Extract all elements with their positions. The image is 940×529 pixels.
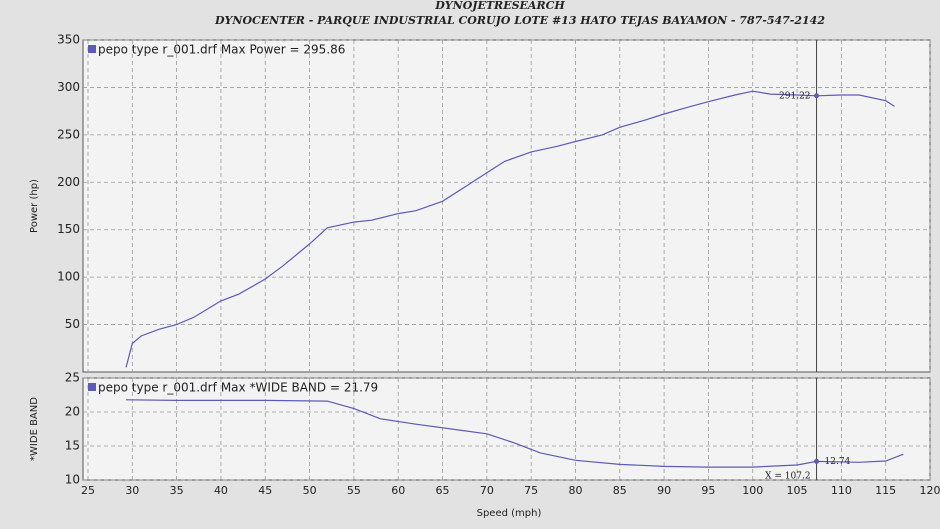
cursor-value: 12.74 [825, 457, 851, 467]
y-tick-label: 350 [57, 33, 80, 47]
plot-area [82, 39, 931, 373]
legend-swatch [88, 45, 96, 53]
cursor-x-label: X = 107.2 [765, 472, 810, 482]
y-tick-label: 100 [57, 270, 80, 284]
x-tick-label: 55 [347, 484, 361, 497]
x-axis-label: Speed (mph) [477, 508, 542, 519]
x-tick-label: 110 [831, 484, 852, 497]
y-tick-label: 300 [57, 80, 80, 94]
x-tick-label: 95 [701, 484, 715, 497]
x-tick-label: 75 [524, 484, 538, 497]
chart-subtitle: DYNOCENTER - PARQUE INDUSTRIAL CORUJO LO… [214, 14, 825, 27]
x-tick-label: 100 [742, 484, 763, 497]
legend-label: pepo type r_001.drf [98, 381, 218, 395]
x-tick-label: 105 [787, 484, 808, 497]
x-tick-label: 60 [391, 484, 405, 497]
y-tick-label: 25 [65, 371, 80, 385]
x-tick-label: 85 [613, 484, 627, 497]
y-tick-label: 10 [65, 473, 80, 487]
cursor-value: 291.22 [779, 91, 811, 101]
y-axis-label: Power (hp) [29, 179, 40, 233]
x-tick-label: 30 [125, 484, 139, 497]
legend-annotation: Max *WIDE BAND = 21.79 [221, 381, 378, 395]
y-axis-label: *WIDE BAND [29, 397, 40, 461]
cursor-point [814, 458, 820, 464]
x-tick-label: 40 [214, 484, 228, 497]
y-tick-label: 200 [57, 175, 80, 189]
x-tick-label: 90 [657, 484, 671, 497]
data-line [125, 90, 895, 368]
chart-title: DYNOJETRESEARCH [434, 0, 565, 12]
plot-area [82, 377, 931, 481]
y-tick-label: 50 [65, 317, 80, 331]
x-tick-label: 50 [303, 484, 317, 497]
x-tick-label: 35 [170, 484, 184, 497]
data-line [126, 399, 904, 468]
cursor-point [814, 93, 820, 99]
legend-annotation: Max Power = 295.86 [221, 43, 346, 57]
y-tick-label: 150 [57, 222, 80, 236]
legend-swatch [88, 383, 96, 391]
x-tick-label: 70 [480, 484, 494, 497]
x-tick-label: 25 [81, 484, 95, 497]
y-tick-label: 20 [65, 405, 80, 419]
x-tick-label: 45 [258, 484, 272, 497]
legend-label: pepo type r_001.drf [98, 43, 218, 57]
x-tick-label: 65 [436, 484, 450, 497]
x-tick-label: 120 [920, 484, 940, 497]
x-tick-label: 115 [875, 484, 896, 497]
y-tick-label: 15 [65, 439, 80, 453]
x-tick-label: 80 [568, 484, 582, 497]
y-tick-label: 250 [57, 127, 80, 141]
